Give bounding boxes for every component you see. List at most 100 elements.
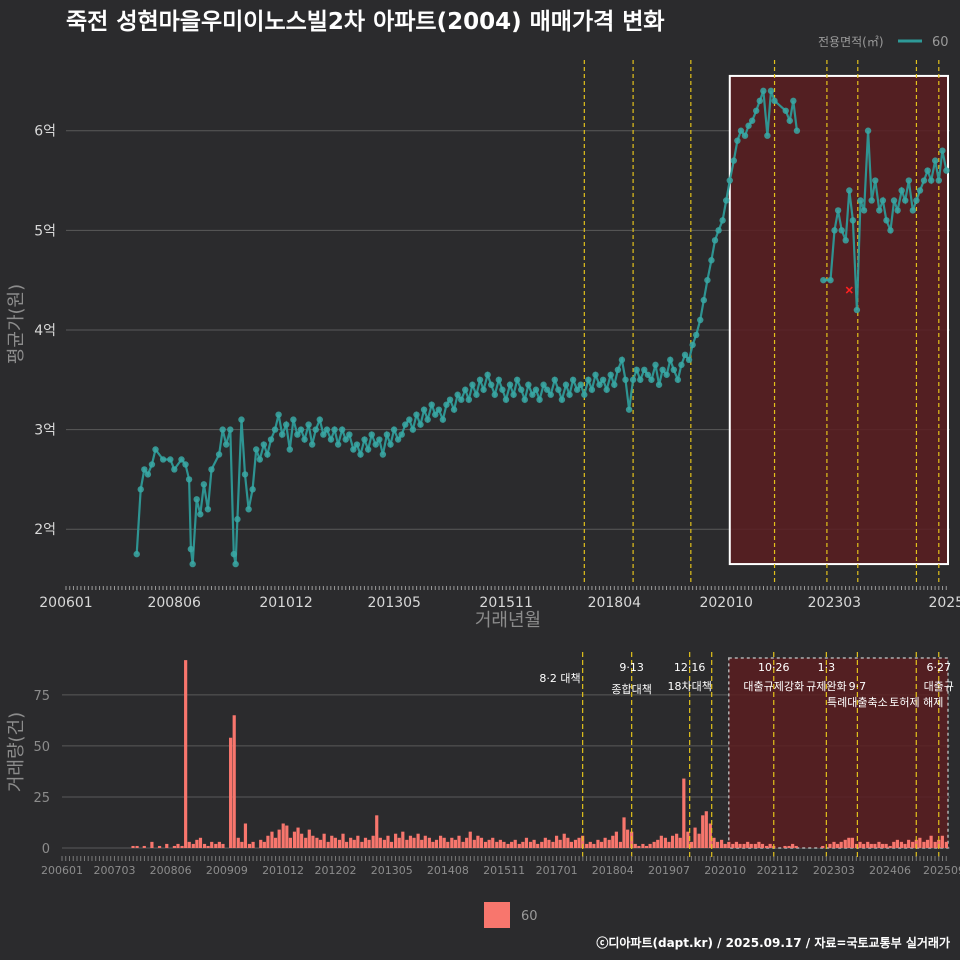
- price-point: [353, 441, 361, 448]
- volume-bar: [416, 833, 420, 848]
- volume-bar: [873, 843, 877, 848]
- bottom-y-axis-label: 거래량(건): [6, 712, 27, 792]
- price-point: [387, 441, 394, 448]
- volume-bar: [532, 839, 536, 848]
- price-point: [771, 97, 778, 105]
- price-point: [928, 177, 935, 184]
- price-point: [197, 511, 204, 518]
- price-point: [379, 451, 387, 458]
- price-point: [432, 411, 439, 418]
- price-point: [249, 486, 256, 493]
- volume-bar: [603, 837, 607, 848]
- price-point: [820, 276, 827, 284]
- volume-bar: [521, 841, 525, 848]
- volume-bar: [318, 839, 323, 848]
- price-point: [853, 306, 861, 314]
- price-point: [834, 207, 842, 214]
- bottom-x-tick-label: 201305: [371, 864, 413, 877]
- price-point: [316, 416, 323, 423]
- volume-bar: [667, 841, 671, 848]
- price-point: [585, 376, 592, 383]
- price-point: [547, 391, 554, 398]
- volume-bar: [502, 841, 506, 848]
- top-x-axis-label: 거래년월: [475, 610, 541, 631]
- volume-bar: [401, 831, 405, 848]
- bottom-y-tick-label: 75: [33, 689, 50, 704]
- volume-bar: [363, 837, 368, 848]
- price-point: [876, 207, 883, 214]
- price-point: [171, 466, 178, 473]
- price-point: [204, 506, 212, 513]
- volume-bar: [394, 833, 398, 848]
- price-point: [872, 177, 879, 184]
- price-point: [603, 386, 610, 393]
- price-point: [659, 366, 666, 374]
- volume-bar: [720, 839, 724, 848]
- price-point: [902, 197, 909, 204]
- volume-bar: [273, 837, 278, 848]
- price-point: [536, 396, 543, 403]
- price-point: [364, 446, 372, 453]
- volume-bar: [243, 823, 248, 848]
- price-point: [711, 237, 719, 244]
- bottom-x-tick-label: 200601: [41, 864, 83, 877]
- volume-bar: [495, 841, 499, 848]
- policy-annotations: 8·2 대책 9·13 종합대책 12·16 18차대책 10·26 대출규제강화 1·3 규제…: [539, 661, 954, 709]
- top-y-axis: 2억 3억 4억 5억 6억: [34, 124, 56, 538]
- volume-bar: [764, 845, 769, 848]
- price-point: [883, 217, 890, 224]
- price-point: [338, 426, 346, 433]
- volume-bar: [349, 837, 353, 848]
- price-point: [271, 426, 279, 433]
- price-point: [372, 441, 379, 448]
- price-point: [734, 137, 741, 144]
- policy-annotation-label: 18차대책: [667, 680, 711, 693]
- price-point: [704, 276, 711, 284]
- price-point: [890, 197, 898, 204]
- volume-bar: [611, 835, 615, 848]
- volume-bar: [187, 841, 191, 848]
- volume-bar: [513, 839, 517, 848]
- price-point: [480, 386, 487, 393]
- volume-bar: [453, 839, 458, 848]
- volume-bar: [510, 841, 514, 848]
- footer-credit: ⓒ디아파트(dapt.kr) / 2025.09.17 / 자료=국토교통부 실…: [596, 935, 950, 950]
- volume-bar: [678, 837, 682, 848]
- volume-bar: [895, 839, 899, 848]
- price-point: [267, 436, 275, 443]
- volume-bar: [911, 841, 915, 848]
- policy-annotation-label: 대출규제강화: [743, 680, 804, 693]
- price-point: [446, 396, 454, 403]
- top-x-axis: 200601 200806 201012 201305 201511 201804 2020…: [39, 586, 960, 611]
- volume-bar: [622, 817, 626, 848]
- volume-bar: [236, 837, 240, 848]
- volume-bar: [749, 843, 753, 848]
- volume-bar: [663, 837, 667, 848]
- price-point: [346, 431, 353, 438]
- volume-bar: [892, 841, 896, 848]
- volume-bar: [476, 835, 480, 848]
- volume-bar: [330, 835, 334, 848]
- volume-bar: [198, 837, 203, 848]
- price-point: [599, 376, 607, 383]
- bottom-x-axis: 200601 200703 200806 200909 201012 201202 2013…: [41, 856, 960, 877]
- price-point: [543, 386, 551, 393]
- price-point: [752, 107, 760, 114]
- volume-bar: [142, 845, 146, 848]
- policy-annotation-label: 대출규: [924, 680, 954, 693]
- volume-bar: [176, 843, 180, 848]
- volume-bar: [487, 839, 491, 848]
- policy-annotation-label: 특례대출축소: [827, 696, 888, 709]
- volume-bar: [862, 843, 866, 848]
- volume-bar: [517, 843, 521, 848]
- volume-bar: [925, 839, 930, 848]
- policy-annotation-date: 1·3: [818, 661, 836, 674]
- volume-bar: [498, 839, 502, 848]
- price-point: [924, 167, 931, 174]
- price-point: [898, 187, 905, 194]
- price-point: [264, 451, 271, 458]
- volume-bar: [787, 845, 791, 848]
- price-point: [614, 366, 622, 374]
- volume-bar: [251, 841, 255, 848]
- price-point: [193, 496, 200, 503]
